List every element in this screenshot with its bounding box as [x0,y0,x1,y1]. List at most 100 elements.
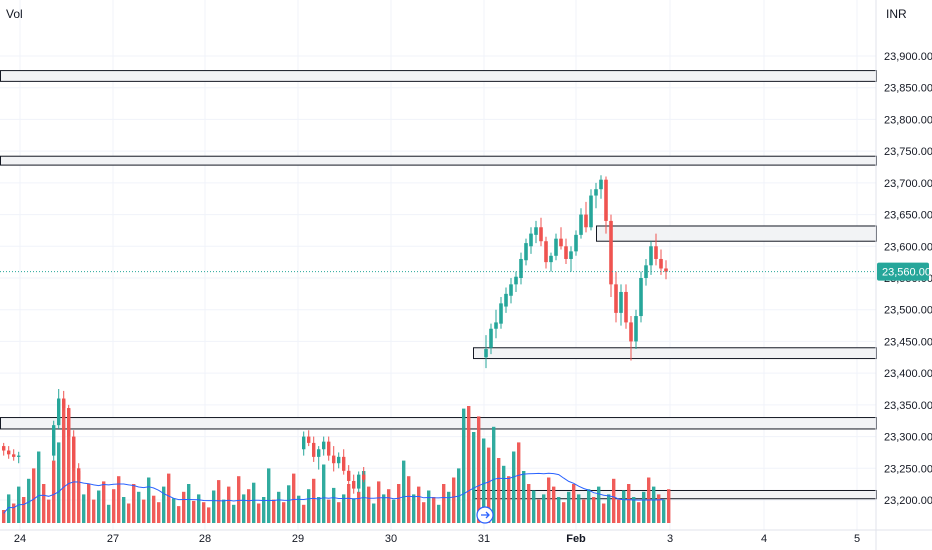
volume-bar [67,408,71,523]
volume-bar [322,464,326,523]
volume-bar [387,489,391,523]
volume-bar [667,489,671,523]
volume-bar [217,480,221,523]
volume-bar [27,478,31,523]
volume-bar [427,490,431,523]
volume-bar [212,490,216,523]
volume-bar [512,451,516,523]
volume-bar [7,494,11,523]
volume-bar [32,468,36,523]
candle-body [559,238,563,247]
volume-bar [77,471,81,523]
volume-bar [267,468,271,523]
candle-body [499,303,503,324]
volume-bar [287,485,291,523]
volume-bar [332,487,336,523]
volume-bar [462,408,466,523]
volume-bar [537,499,541,523]
volume-bar [312,478,316,523]
y-tick-label: 23,800.00 [884,114,932,126]
candle-body [67,408,71,437]
volume-bar [222,499,226,523]
volume-bar [127,503,131,523]
volume-bar [342,494,346,523]
volume-bar [542,494,546,523]
volume-bar [297,495,301,523]
candle-body [649,246,653,266]
volume-bar [277,491,281,523]
currency-label[interactable]: INR [886,7,907,21]
candle-body [604,179,608,221]
volume-bars [2,399,671,523]
volume-bar [467,406,471,523]
volume-bar [337,502,341,523]
candle-body [659,258,663,269]
price-candles [484,175,668,369]
volume-ma-line [3,472,664,514]
candle-body [529,233,533,247]
candle-body [514,276,518,285]
candle-body [609,220,613,285]
volume-bar [347,484,351,523]
candle-body [312,442,316,457]
y-tick-label: 23,850.00 [884,83,932,95]
volume-bar [627,484,631,523]
x-tick-label: Feb [566,533,586,545]
y-tick-label: 23,350.00 [884,400,932,412]
volume-bar [177,506,181,523]
x-tick-label: 3 [667,533,673,545]
candle-body [619,291,623,313]
price-zone-2 [596,225,877,242]
y-tick-label: 23,700.00 [884,178,932,190]
price-zone-1 [0,155,877,166]
volume-bar [652,486,656,523]
volume-bar [487,447,491,523]
candle-body [302,436,306,450]
volume-bar [87,484,91,523]
volume-bar [227,486,231,523]
volume-bar [657,494,661,523]
volume-bar [622,490,626,523]
y-tick-label: 23,300.00 [884,432,932,444]
y-tick-label: 23,500.00 [884,305,932,317]
candle-body [569,251,573,259]
volume-bar [517,442,521,523]
volume-bar [662,499,666,523]
volume-bar [172,498,176,523]
candle-body [57,398,61,426]
candle-body [494,322,498,329]
volume-bar [317,497,321,523]
volume-bar [242,494,246,523]
volume-bar [547,477,551,523]
candle-body [52,425,56,456]
candle-body [307,436,311,443]
candle-body [347,470,351,481]
volume-bar [272,499,276,523]
volume-bar [582,499,586,523]
volume-bar [292,473,296,523]
volume-bar [617,499,621,523]
x-tick-label: 30 [385,533,397,545]
volume-bar [22,497,26,523]
volume-bar [72,437,76,523]
y-tick-label: 23,900.00 [884,51,932,63]
volume-bar [612,478,616,523]
candle-body [504,293,508,307]
candle-body [77,468,81,480]
volume-bar [577,494,581,523]
volume-bar [527,484,531,523]
volume-bar [62,399,66,523]
volume-bar [102,481,106,523]
volume-bar [252,482,256,523]
volume-bar [437,504,441,523]
goto-arrow [481,511,490,519]
goto-realtime-icon[interactable] [476,506,494,524]
volume-bar [97,490,101,523]
x-tick-label: 24 [14,533,26,545]
volume-indicator-label[interactable]: Vol [6,7,23,21]
volume-bar [307,489,311,523]
volume-bar [472,432,476,523]
last-price-tag [877,262,929,281]
candle-body [7,450,11,455]
